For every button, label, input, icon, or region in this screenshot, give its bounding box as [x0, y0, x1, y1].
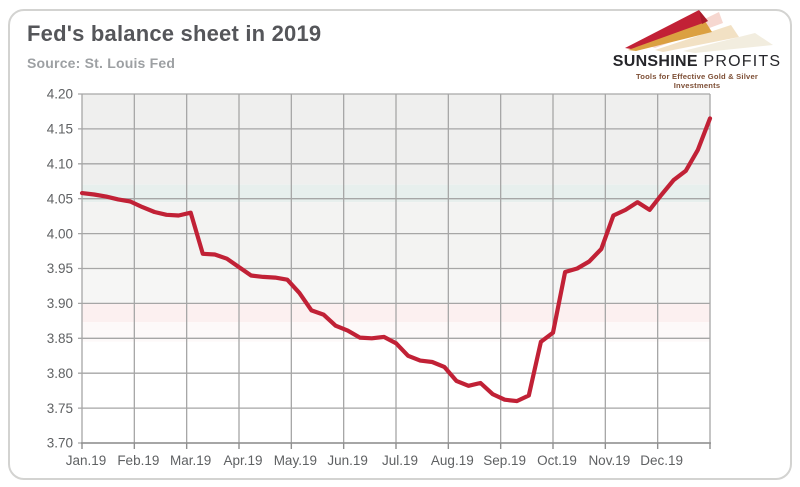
y-tick-label: 4.15: [47, 122, 73, 137]
logo-brand-text: SUNSHINE PROFITS: [612, 53, 782, 71]
y-tick-label: 3.75: [47, 401, 73, 416]
y-tick-label: 3.70: [47, 436, 73, 451]
sunshine-profits-logo: SUNSHINE PROFITS Tools for Effective Gol…: [612, 8, 782, 90]
x-tick-label: Mar.19: [170, 453, 211, 468]
x-tick-label: Dec.19: [640, 453, 683, 468]
x-tick-label: Jun.19: [327, 453, 368, 468]
x-tick-label: Aug.19: [431, 453, 474, 468]
logo-red-arrow-tip: [699, 10, 708, 24]
logo-gold-arrow: [628, 21, 712, 51]
y-tick-label: 3.95: [47, 261, 73, 276]
y-tick-label: 3.80: [47, 366, 73, 381]
logo-swoosh-shape: [683, 33, 773, 53]
x-tick-label: Sep.19: [483, 453, 526, 468]
logo-tagline: Tools for Effective Gold & Silver Invest…: [635, 71, 759, 90]
y-tick-label: 3.85: [47, 331, 73, 346]
chart-title: Fed's balance sheet in 2019: [27, 21, 322, 46]
logo-red-arrow: [625, 10, 703, 49]
y-tick-label: 4.20: [47, 87, 73, 102]
y-tick-label: 4.10: [47, 157, 73, 172]
y-tick-label: 4.00: [47, 226, 73, 241]
x-tick-label: May.19: [274, 453, 317, 468]
chart-source: Source: St. Louis Fed: [27, 55, 176, 71]
y-tick-label: 3.90: [47, 296, 73, 311]
x-tick-label: Oct.19: [537, 453, 577, 468]
data-line: [79, 116, 713, 404]
logo-ghost-gold-arrow: [655, 25, 739, 52]
logo-arrows-icon: [625, 10, 773, 53]
logo-brand-secondary: PROFITS: [697, 53, 782, 70]
x-tick-label: Jul.19: [382, 453, 418, 468]
logo-brand-primary: SUNSHINE: [612, 53, 698, 70]
x-tick-label: Feb.19: [117, 453, 159, 468]
x-tick-label: Jan.19: [66, 453, 107, 468]
y-tick-label: 4.05: [47, 191, 73, 206]
x-tick-label: Apr.19: [223, 453, 262, 468]
x-tick-label: Nov.19: [588, 453, 630, 468]
